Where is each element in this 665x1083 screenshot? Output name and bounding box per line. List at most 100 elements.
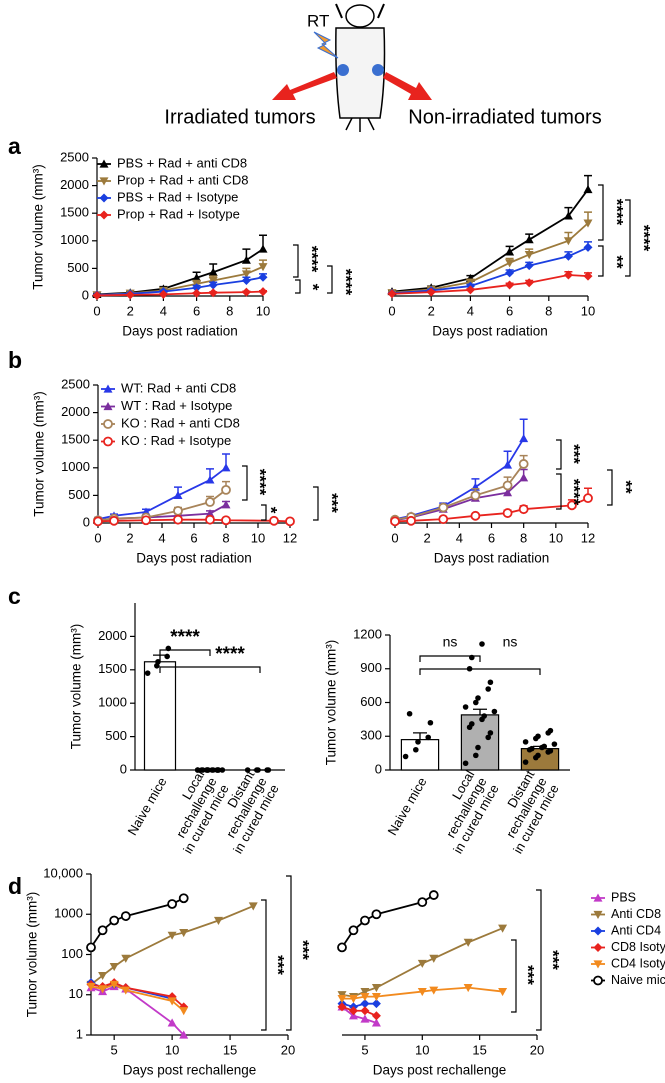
y-axis-label: Tumor volume (mm³) (31, 164, 46, 290)
y-tick-label: 500 (105, 728, 127, 743)
y-tick-label: 0 (83, 514, 90, 529)
y-tick-label: 600 (360, 694, 382, 709)
significance-label: *** (269, 955, 288, 975)
x-tick-label: 20 (530, 1042, 544, 1057)
y-tick-label: 1500 (98, 661, 127, 676)
marker (360, 987, 370, 997)
x-tick-label: 8 (226, 303, 233, 318)
x-tick-label: 4 (158, 530, 165, 545)
marker (241, 276, 251, 286)
marker (567, 500, 577, 511)
x-tick-label: 4 (467, 303, 474, 318)
data-point (485, 686, 492, 692)
data-point (522, 739, 529, 745)
significance-bracket (261, 899, 267, 1031)
data-point (487, 730, 494, 736)
data-point (475, 695, 481, 701)
marker (502, 480, 513, 491)
marker (205, 475, 215, 484)
data-point (529, 745, 535, 752)
series-line (341, 1006, 377, 1017)
x-tick-label: 2 (428, 303, 435, 318)
marker (97, 925, 108, 936)
x-tick-label: 6 (506, 303, 513, 318)
marker (167, 1018, 177, 1027)
marker (465, 285, 475, 295)
data-point (200, 767, 206, 773)
marker (269, 515, 279, 526)
marker (524, 278, 534, 288)
significance-label: *** (565, 444, 584, 464)
x-axis-label: Days post radiation (434, 551, 550, 566)
marker (593, 960, 603, 969)
y-axis-label: Tumor volume (mm³) (69, 624, 84, 750)
significance-bracket (607, 469, 613, 506)
marker (583, 242, 593, 252)
marker (167, 931, 177, 940)
marker (518, 459, 529, 469)
data-point (406, 710, 413, 717)
y-tick-label: 1500 (61, 432, 90, 447)
data-point (487, 679, 494, 686)
legend-label: CD8 Isotype (611, 940, 665, 954)
x-tick-label: Naive mice (384, 775, 429, 838)
x-tick-label: 0 (391, 530, 398, 545)
y-tick-label: 0 (120, 761, 127, 776)
marker (178, 893, 189, 904)
marker (438, 514, 449, 525)
marker (438, 502, 449, 513)
y-tick-label: 300 (360, 728, 382, 743)
marker (103, 436, 113, 447)
marker (103, 402, 113, 411)
x-tick-label: 20 (281, 1042, 295, 1057)
significance-bracket (556, 473, 562, 510)
x-tick-label: 6 (190, 530, 197, 545)
marker (99, 177, 109, 186)
series-line (341, 1006, 377, 1024)
bar (143, 661, 177, 771)
data-point (427, 719, 434, 726)
error-bar (413, 732, 427, 740)
x-tick-label: 4 (456, 530, 463, 545)
x-axis-label: Days post rechallenge (123, 1063, 257, 1078)
x-tick-label: 15 (472, 1042, 486, 1057)
significance-bracket (286, 875, 292, 1031)
marker (348, 925, 359, 936)
marker (98, 971, 108, 981)
data-point (413, 746, 419, 753)
marker (173, 514, 183, 525)
significance-bracket (556, 439, 562, 470)
marker (121, 986, 131, 995)
significance-bracket (159, 649, 211, 656)
marker (179, 1007, 189, 1016)
y-tick-label: 100 (61, 946, 83, 961)
marker (221, 463, 231, 472)
x-tick-label: 4 (160, 303, 167, 318)
category-label: Naive mice (384, 775, 429, 838)
marker (387, 289, 397, 299)
marker (429, 954, 439, 963)
marker (109, 515, 119, 526)
data-point (155, 658, 161, 665)
x-tick-label: 10 (165, 1042, 179, 1057)
y-tick-label: 1000 (60, 232, 89, 247)
significance-label: **** (303, 246, 322, 273)
marker (463, 984, 473, 993)
data-point (535, 752, 541, 759)
data-point (164, 653, 170, 660)
significance-bracket (159, 666, 261, 673)
marker (519, 473, 529, 482)
significance-label: ns (503, 634, 518, 650)
marker (503, 460, 513, 469)
marker (524, 261, 534, 271)
marker (371, 984, 381, 993)
x-tick-label: Naive mice (124, 775, 169, 838)
marker (93, 516, 103, 527)
marker (371, 909, 382, 920)
y-axis-label: Tumor volume (mm³) (32, 391, 47, 517)
legend-label: CD4 Isotype (611, 956, 665, 970)
data-point (265, 767, 272, 773)
marker (505, 247, 515, 256)
